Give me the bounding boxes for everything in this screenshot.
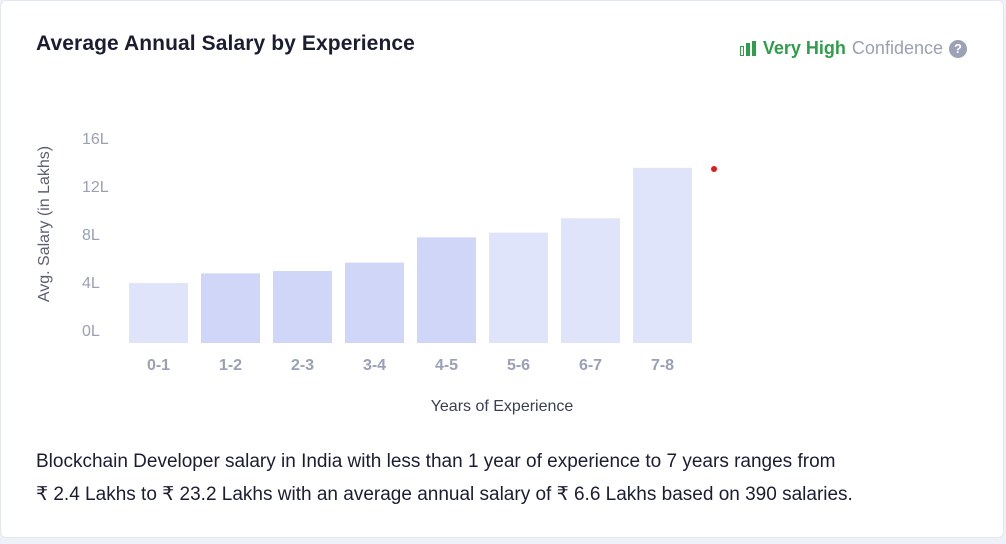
- bar-signal-icon: [739, 41, 756, 56]
- x-tick-label: 6-7: [579, 357, 602, 374]
- description-line-1: Blockchain Developer salary in India wit…: [36, 451, 836, 472]
- bar-0-1[interactable]: [129, 283, 188, 343]
- help-icon[interactable]: ?: [949, 39, 967, 58]
- x-axis-label: Years of Experience: [431, 398, 574, 415]
- x-tick-label: 2-3: [291, 357, 314, 374]
- bar-7-8[interactable]: [633, 167, 692, 343]
- bar-4-5[interactable]: [417, 237, 476, 343]
- highlight-marker: [711, 166, 717, 172]
- salary-bar-chart: 0L 4L 8L 12L 16L 0-1 1-2 2-3 3-4 4-5 5-6 6-7 7-8 Av…: [36, 131, 717, 415]
- y-tick-label: 0L: [82, 323, 100, 340]
- bar-5-6[interactable]: [489, 232, 548, 343]
- y-tick-label: 8L: [82, 227, 100, 244]
- x-tick-label: 0-1: [147, 357, 170, 374]
- y-tick-label: 12L: [82, 179, 109, 196]
- x-tick-label: 5-6: [507, 357, 530, 374]
- confidence-level: Very High: [762, 38, 846, 58]
- salary-description: Blockchain Developer salary in India wit…: [36, 445, 966, 511]
- confidence-label: Confidence: [851, 38, 943, 58]
- bar-2-3[interactable]: [273, 271, 332, 343]
- y-tick-label: 16L: [82, 131, 109, 148]
- bar-6-7[interactable]: [561, 218, 620, 343]
- description-line-2: ₹ 2.4 Lakhs to ₹ 23.2 Lakhs with an aver…: [36, 484, 853, 505]
- x-tick-label: 7-8: [651, 357, 674, 374]
- x-tick-label: 1-2: [219, 357, 242, 374]
- bar-3-4[interactable]: [345, 262, 404, 343]
- confidence-indicator: Very High Confidence ?: [739, 38, 967, 59]
- bar-1-2[interactable]: [201, 273, 260, 343]
- chart-title: Average Annual Salary by Experience: [36, 32, 415, 55]
- y-tick-label: 4L: [82, 275, 100, 292]
- y-axis-label: Avg. Salary (in Lakhs): [36, 146, 53, 302]
- x-tick-label: 4-5: [435, 357, 458, 374]
- x-tick-label: 3-4: [363, 357, 386, 374]
